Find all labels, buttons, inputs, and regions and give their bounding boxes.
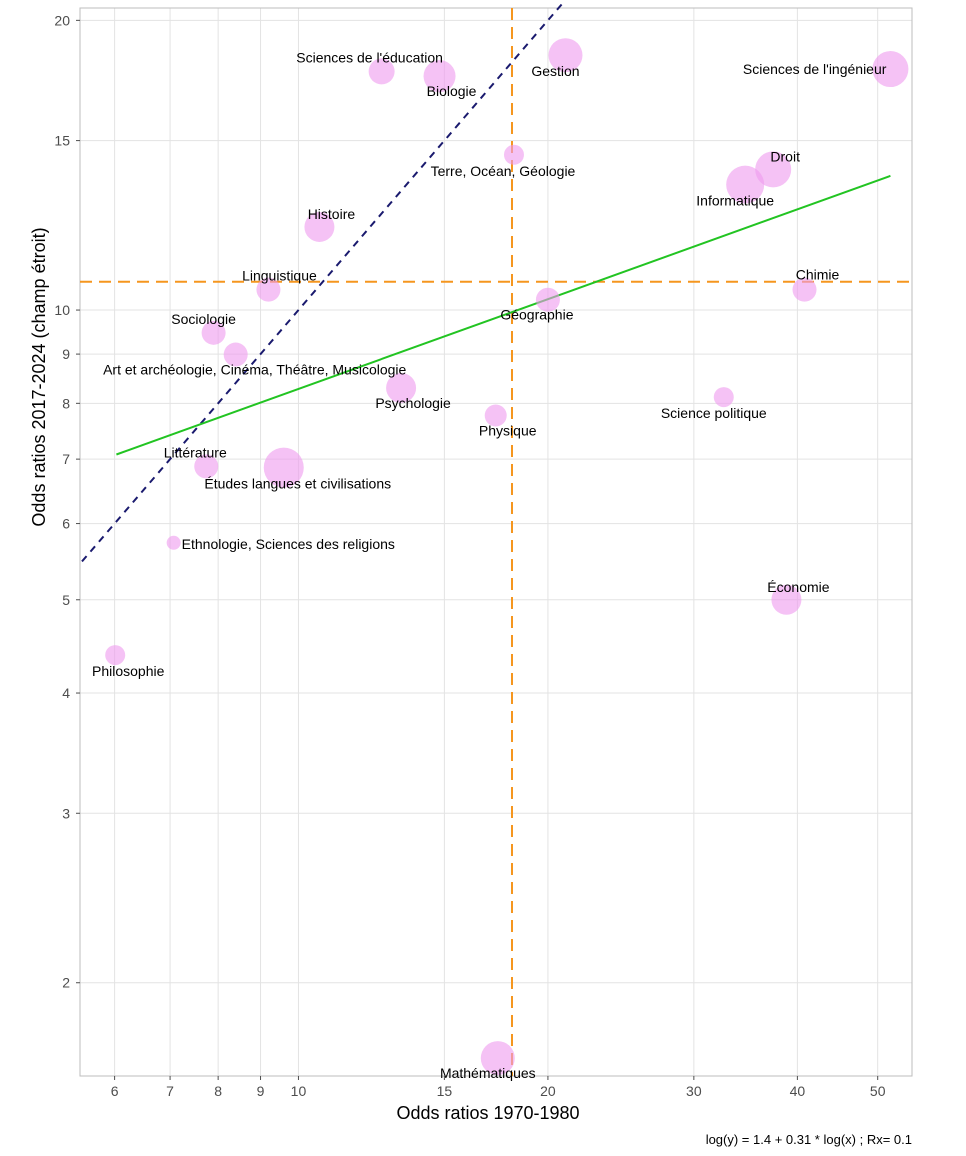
point-label: Droit [770, 148, 800, 164]
data-point [726, 165, 765, 204]
data-points [105, 38, 909, 1076]
x-tick-label: 50 [870, 1083, 886, 1099]
point-label: Biologie [427, 83, 477, 99]
y-tick-label: 5 [62, 592, 70, 608]
y-tick-label: 20 [54, 12, 70, 28]
point-label: Économie [767, 579, 829, 595]
data-point [423, 60, 456, 93]
point-label: Science politique [661, 405, 767, 421]
point-label: Ethnologie, Sciences des religions [182, 536, 395, 552]
point-label: Chimie [796, 267, 840, 283]
data-point [263, 447, 304, 488]
regression-line [116, 174, 891, 456]
point-label: Sciences de l'ingénieur [743, 61, 887, 77]
point-label: Philosophie [92, 663, 165, 679]
data-point [548, 38, 583, 73]
x-axis-title: Odds ratios 1970-1980 [396, 1103, 579, 1123]
data-point [484, 404, 507, 427]
data-point [105, 645, 126, 666]
x-tick-label: 6 [111, 1083, 119, 1099]
y-tick-label: 6 [62, 516, 70, 532]
point-label: Gestion [531, 63, 579, 79]
y-tick-label: 15 [54, 133, 70, 149]
y-tick-label: 7 [62, 451, 70, 467]
x-tick-label: 9 [257, 1083, 265, 1099]
data-point [201, 320, 226, 345]
x-tick-label: 7 [166, 1083, 174, 1099]
x-tick-label: 20 [540, 1083, 556, 1099]
point-label: Littérature [164, 444, 227, 460]
point-labels: Sciences de l'ingénieur Gestion Sciences d… [92, 49, 887, 1081]
data-point [194, 454, 219, 479]
data-point [166, 535, 181, 550]
point-label: Art et archéologie, Cinéma, Théâtre, Mus… [103, 362, 406, 378]
point-label: Physique [479, 423, 537, 439]
data-point [480, 1041, 515, 1076]
point-label: Informatique [696, 193, 774, 209]
x-tick-label: 30 [686, 1083, 702, 1099]
data-point [792, 277, 817, 302]
plot-panel-border [79, 7, 913, 1077]
point-label: Sciences de l'éducation [296, 49, 443, 65]
y-tick-label: 2 [62, 975, 70, 991]
point-label: Psychologie [375, 395, 451, 411]
y-tick-label: 10 [54, 302, 70, 318]
data-point [771, 584, 802, 615]
y-tick-label: 8 [62, 395, 70, 411]
x-tick-label: 10 [291, 1083, 307, 1099]
reference-lines [80, 3, 912, 1076]
regression-caption: log(y) = 1.4 + 0.31 * log(x) ; Rx= 0.1 [706, 1132, 912, 1147]
data-point [223, 342, 248, 367]
axis-ticks: 6 7 8 9 10 15 20 30 40 50 2 3 4 5 6 7 8 9 10 15 20 [54, 12, 885, 1099]
data-point [872, 51, 909, 88]
point-label: Histoire [308, 206, 356, 222]
point-label: Études langues et civilisations [204, 476, 391, 492]
data-point [503, 144, 524, 165]
data-point [386, 372, 417, 403]
y-tick-label: 4 [62, 685, 70, 701]
point-label: Linguistique [242, 268, 317, 284]
data-point [713, 387, 734, 408]
data-point [304, 211, 335, 242]
identity-line [81, 3, 563, 563]
data-point [368, 58, 395, 85]
y-tick-label: 3 [62, 805, 70, 821]
x-tick-label: 40 [790, 1083, 806, 1099]
y-axis-title: Odds ratios 2017-2024 (champ étroit) [29, 227, 49, 526]
data-point [256, 277, 281, 302]
x-tick-label: 8 [214, 1083, 222, 1099]
x-tick-label: 15 [437, 1083, 453, 1099]
point-label: Sociologie [171, 311, 236, 327]
data-point [535, 287, 560, 312]
data-point [755, 151, 792, 188]
point-label: Mathématiques [440, 1065, 536, 1081]
point-label: Terre, Océan, Géologie [431, 163, 576, 179]
point-label: Géographie [500, 307, 573, 323]
y-tick-label: 9 [62, 346, 70, 362]
